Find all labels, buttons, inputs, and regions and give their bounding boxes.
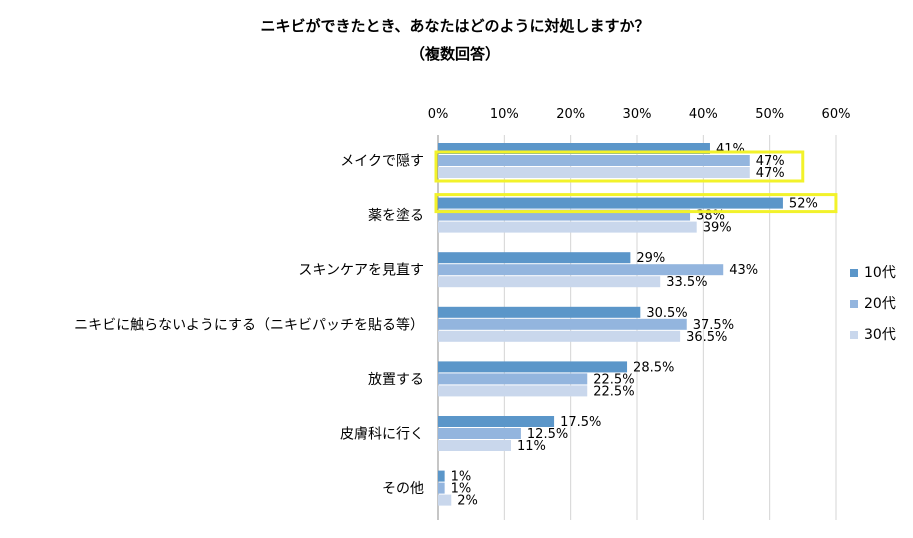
bar	[438, 167, 750, 178]
data-label: 33.5%	[666, 275, 707, 290]
data-label: 17.5%	[560, 415, 601, 430]
bar	[438, 428, 521, 439]
chart-subtitle: （複数回答）	[410, 45, 500, 63]
data-label: 43%	[729, 263, 758, 278]
category-label: メイクで隠す	[340, 154, 424, 170]
legend-label: 20代	[864, 296, 896, 312]
category-label: ニキビに触らないようにする（ニキビパッチを貼る等）	[74, 316, 424, 333]
data-label: 11%	[517, 439, 546, 454]
bar	[438, 197, 783, 209]
bar	[438, 416, 555, 427]
x-tick-label: 10%	[490, 107, 519, 122]
data-label: 37.5%	[693, 318, 734, 333]
bar	[438, 155, 750, 166]
legend-swatch	[850, 300, 858, 308]
data-label: 2%	[457, 494, 478, 509]
bar	[438, 264, 724, 276]
bar	[438, 494, 452, 506]
x-tick-label: 20%	[556, 107, 585, 122]
bars	[438, 143, 783, 506]
highlight-boxes	[434, 150, 838, 214]
legend: 10代 20代 30代	[850, 265, 896, 343]
data-label: 22.5%	[593, 384, 634, 399]
data-label: 29%	[636, 251, 665, 266]
data-label: 12.5%	[527, 427, 568, 442]
x-tick-label: 30%	[623, 107, 652, 122]
category-label: 皮膚科に行く	[340, 427, 424, 443]
data-label: 1%	[451, 482, 472, 497]
bar	[438, 330, 681, 342]
x-tick-label: 50%	[755, 107, 784, 122]
category-label: その他	[382, 481, 424, 497]
highlight-box	[434, 150, 805, 183]
category-label: 薬を塗る	[368, 207, 424, 224]
category-label: スキンケアを見直す	[298, 262, 424, 279]
legend-swatch	[850, 331, 858, 339]
data-label: 36.5%	[686, 330, 727, 345]
bar	[438, 209, 691, 221]
data-label: 1%	[451, 470, 472, 485]
bar	[438, 252, 631, 264]
bar	[438, 385, 588, 397]
bar	[438, 482, 445, 494]
bar	[438, 373, 588, 385]
chart-title: ニキビができたとき、あなたはどのように対処しますか？	[261, 17, 650, 35]
bar	[438, 361, 628, 373]
data-label: 39%	[703, 221, 732, 236]
data-label: 52%	[789, 197, 818, 212]
data-label: 47%	[756, 154, 785, 169]
highlight-box	[434, 193, 838, 214]
data-label: 30.5%	[646, 306, 687, 321]
category-labels: メイクで隠す薬を塗るスキンケアを見直すニキビに触らないようにする（ニキビパッチを…	[74, 154, 424, 498]
x-axis-ticks: 0% 10% 20% 30% 40% 50% 60%	[428, 107, 851, 122]
bar	[438, 221, 697, 233]
data-label: 41%	[716, 142, 745, 157]
x-tick-label: 60%	[822, 107, 851, 122]
data-labels: 41%47%47%52%38%39%29%43%33.5%30.5%37.5%3…	[451, 142, 818, 509]
data-label: 22.5%	[593, 372, 634, 387]
bar	[438, 318, 687, 330]
x-tick-label: 0%	[428, 107, 449, 122]
data-label: 28.5%	[633, 360, 674, 375]
bar	[438, 276, 661, 288]
bar	[438, 440, 511, 451]
legend-label: 30代	[864, 327, 896, 343]
category-label: 放置する	[368, 372, 424, 388]
bar	[438, 306, 641, 318]
bar	[438, 143, 710, 154]
data-label: 47%	[756, 166, 785, 181]
legend-swatch	[850, 269, 858, 277]
x-tick-label: 40%	[689, 107, 718, 122]
legend-label: 10代	[864, 265, 896, 281]
bar	[438, 470, 445, 482]
